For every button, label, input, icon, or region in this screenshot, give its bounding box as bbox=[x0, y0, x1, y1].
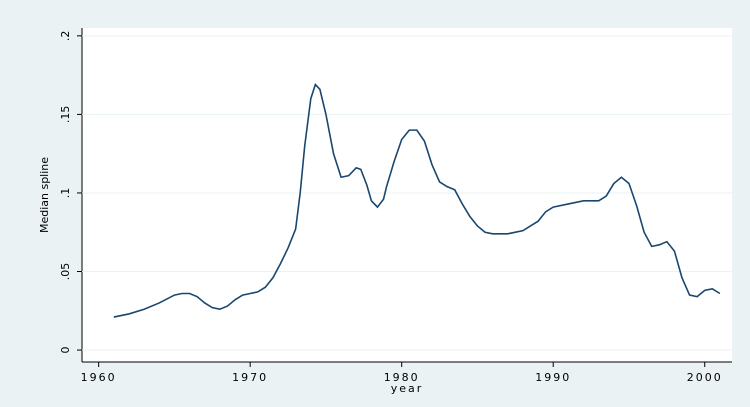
line-series bbox=[113, 83, 721, 318]
plot-area bbox=[82, 28, 732, 362]
x-tick-label: 1970 bbox=[232, 371, 268, 384]
x-tick-label: 1990 bbox=[535, 371, 571, 384]
y-tick-label: .15 bbox=[59, 106, 72, 124]
y-tick-label: .05 bbox=[59, 263, 72, 281]
y-axis-title: Median spline bbox=[38, 157, 51, 233]
y-tick-label: .1 bbox=[59, 188, 72, 199]
x-tick-label: 2000 bbox=[687, 371, 723, 384]
x-tick-label: 1960 bbox=[81, 371, 117, 384]
x-tick-label: 1980 bbox=[384, 371, 420, 384]
x-axis-title: year bbox=[391, 382, 424, 395]
y-tick-label: .2 bbox=[59, 31, 72, 42]
y-tick-label: 0 bbox=[59, 347, 72, 354]
